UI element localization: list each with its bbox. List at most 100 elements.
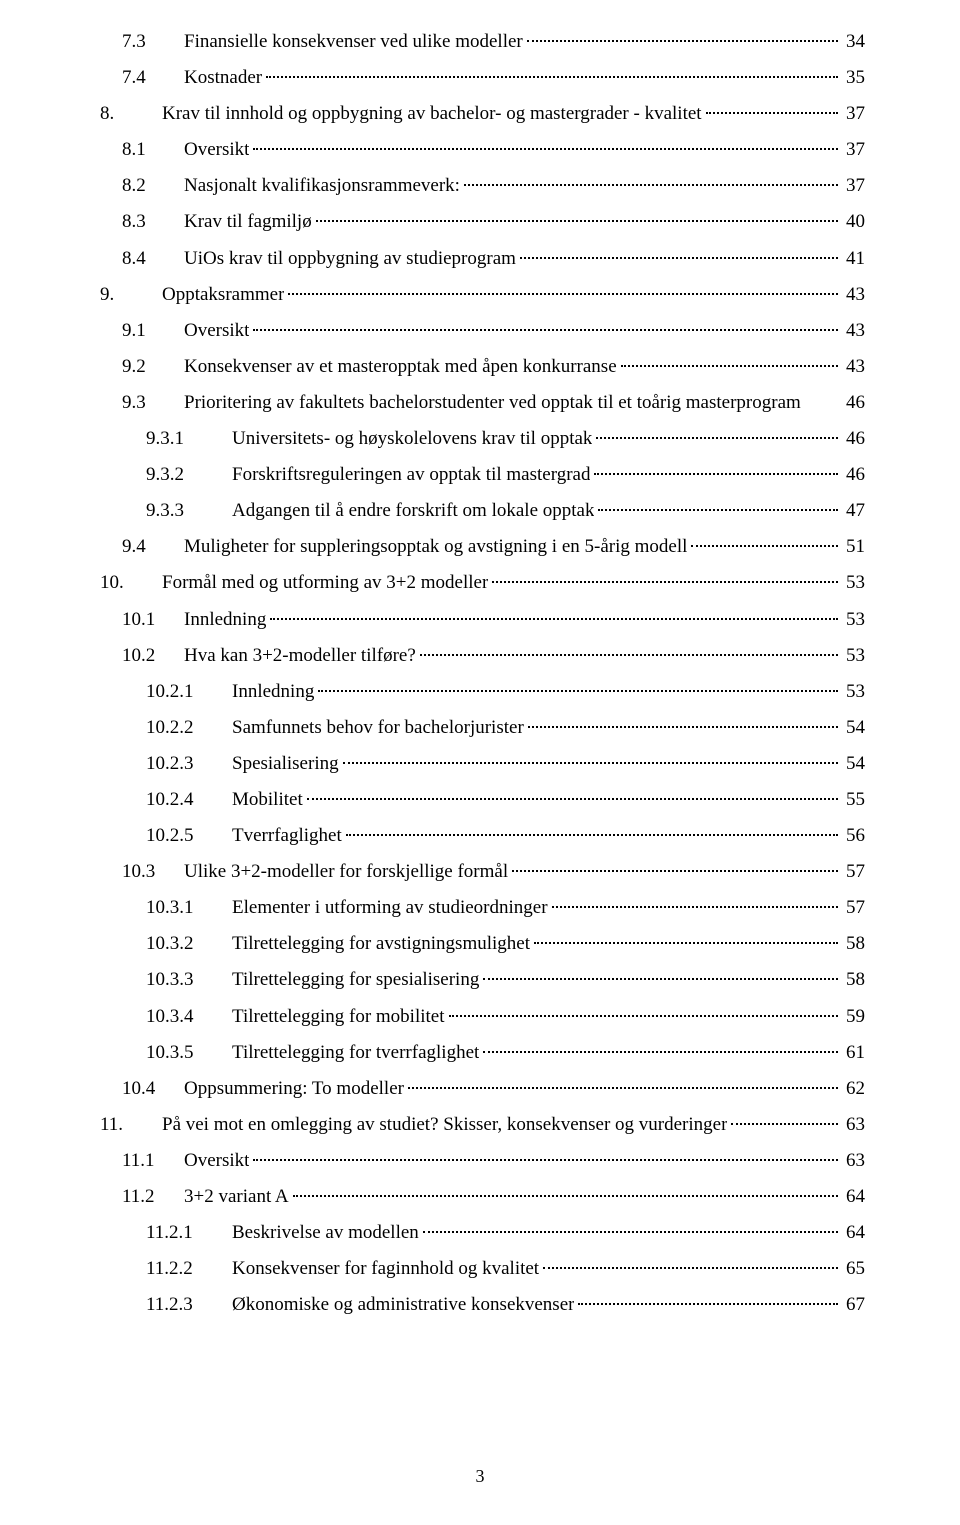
toc-entry-number: 10. [100, 565, 162, 601]
toc-entry-title: Ulike 3+2-modeller for forskjellige form… [184, 854, 508, 890]
toc-entry: 9.2Konsekvenser av et masteropptak med å… [100, 349, 865, 385]
toc-entry-number: 11.2.1 [146, 1215, 232, 1251]
toc-entry-title: Spesialisering [232, 746, 339, 782]
toc-entry-page: 61 [842, 1035, 865, 1071]
toc-entry-number: 11.2 [122, 1179, 184, 1215]
toc-entry-number: 9.3 [122, 385, 184, 421]
toc-entry-number: 11. [100, 1107, 162, 1143]
toc-entry-number: 10.3.2 [146, 926, 232, 962]
toc-leader-dots [578, 1303, 838, 1305]
toc-entry-number: 8.2 [122, 168, 184, 204]
toc-entry-page: 35 [842, 60, 865, 96]
toc-entry-title: Muligheter for suppleringsopptak og avst… [184, 529, 687, 565]
toc-entry-page: 46 [842, 421, 865, 457]
toc-entry-page: 53 [842, 565, 865, 601]
toc-leader-dots [408, 1087, 838, 1089]
toc-entry-page: 54 [842, 710, 865, 746]
toc-entry-page: 57 [842, 854, 865, 890]
toc-entry-title: Krav til innhold og oppbygning av bachel… [162, 96, 702, 132]
toc-entry-number: 9.3.2 [146, 457, 232, 493]
toc-leader-dots [293, 1195, 838, 1197]
toc-entry: 9.3.3Adgangen til å endre forskrift om l… [100, 493, 865, 529]
toc-entry: 11.På vei mot en omlegging av studiet? S… [100, 1107, 865, 1143]
toc-entry: 10.1Innledning53 [100, 602, 865, 638]
toc-entry-page: 46 [842, 457, 865, 493]
toc-entry-number: 10.3.1 [146, 890, 232, 926]
toc-entry-number: 9.2 [122, 349, 184, 385]
toc-entry-page: 55 [842, 782, 865, 818]
toc-leader-dots [691, 545, 838, 547]
toc-leader-dots [594, 473, 838, 475]
toc-leader-dots [534, 942, 838, 944]
toc-leader-dots [483, 1051, 838, 1053]
toc-entry-title: Krav til fagmiljø [184, 204, 312, 240]
toc-leader-dots [449, 1015, 839, 1017]
toc-entry-number: 9. [100, 277, 162, 313]
toc-entry: 10.3Ulike 3+2-modeller for forskjellige … [100, 854, 865, 890]
toc-entry-number: 10.3.4 [146, 999, 232, 1035]
toc-leader-dots [270, 618, 838, 620]
toc-entry-page: 43 [842, 277, 865, 313]
toc-leader-dots [318, 690, 838, 692]
toc-entry-page: 58 [842, 962, 865, 998]
toc-entry: 10.2.1Innledning53 [100, 674, 865, 710]
toc-entry-number: 8. [100, 96, 162, 132]
toc-leader-dots [527, 40, 838, 42]
toc-entry: 8.3Krav til fagmiljø40 [100, 204, 865, 240]
toc-entry-number: 11.2.3 [146, 1287, 232, 1323]
toc-entry-page: 62 [842, 1071, 865, 1107]
toc-entry-number: 7.3 [122, 24, 184, 60]
toc-entry-title: Oppsummering: To modeller [184, 1071, 404, 1107]
toc-entry-title: Forskriftsreguleringen av opptak til mas… [232, 457, 590, 493]
toc-entry: 10.2Hva kan 3+2-modeller tilføre?53 [100, 638, 865, 674]
toc-entry-page: 63 [842, 1143, 865, 1179]
toc-entry-number: 9.4 [122, 529, 184, 565]
toc-entry-number: 10.1 [122, 602, 184, 638]
toc-entry-title: Mobilitet [232, 782, 303, 818]
toc-entry-title: På vei mot en omlegging av studiet? Skis… [162, 1107, 727, 1143]
toc-entry-number: 11.2.2 [146, 1251, 232, 1287]
toc-entry-number: 10.3.5 [146, 1035, 232, 1071]
toc-entry: 7.3Finansielle konsekvenser ved ulike mo… [100, 24, 865, 60]
toc-entry-number: 8.1 [122, 132, 184, 168]
toc-leader-dots [621, 365, 838, 367]
toc-leader-dots [520, 257, 838, 259]
toc-leader-dots [528, 726, 838, 728]
toc-entry: 11.23+2 variant A64 [100, 1179, 865, 1215]
toc-entry-number: 10.3.3 [146, 962, 232, 998]
toc-entry-title: Opptaksrammer [162, 277, 284, 313]
toc-entry: 11.2.3Økonomiske og administrative konse… [100, 1287, 865, 1323]
toc-entry-title: Formål med og utforming av 3+2 modeller [162, 565, 488, 601]
toc-leader-dots [253, 148, 838, 150]
toc-entry-page: 53 [842, 674, 865, 710]
page-number: 3 [0, 1459, 960, 1493]
toc-leader-dots [288, 293, 838, 295]
toc-entry-number: 10.4 [122, 1071, 184, 1107]
toc-entry-title: Oversikt [184, 1143, 249, 1179]
toc-entry-page: 46 [842, 385, 865, 421]
toc-entry-page: 58 [842, 926, 865, 962]
toc-entry-page: 53 [842, 638, 865, 674]
toc-entry: 10.2.2Samfunnets behov for bachelorjuris… [100, 710, 865, 746]
toc-entry: 9.3.1Universitets- og høyskolelovens kra… [100, 421, 865, 457]
toc-entry-page: 64 [842, 1215, 865, 1251]
toc-entry-number: 10.2.5 [146, 818, 232, 854]
toc-entry-page: 37 [842, 168, 865, 204]
toc-entry-page: 47 [842, 493, 865, 529]
toc-entry-title: Innledning [232, 674, 314, 710]
toc-entry: 10.3.1Elementer i utforming av studieord… [100, 890, 865, 926]
toc-entry-title: Samfunnets behov for bachelorjurister [232, 710, 524, 746]
toc-entry: 10.4Oppsummering: To modeller 62 [100, 1071, 865, 1107]
toc-entry-number: 10.2.4 [146, 782, 232, 818]
toc-leader-dots [346, 834, 838, 836]
toc-entry-title: Økonomiske og administrative konsekvense… [232, 1287, 574, 1323]
toc-entry-title: UiOs krav til oppbygning av studieprogra… [184, 241, 516, 277]
toc-entry-number: 9.3.3 [146, 493, 232, 529]
toc-entry-number: 10.3 [122, 854, 184, 890]
toc-entry-title: Elementer i utforming av studieordninger [232, 890, 548, 926]
toc-entry-page: 51 [842, 529, 865, 565]
toc-entry: 10.2.4Mobilitet 55 [100, 782, 865, 818]
toc-entry-page: 37 [842, 132, 865, 168]
toc-entry: 9.3.2Forskriftsreguleringen av opptak ti… [100, 457, 865, 493]
toc-entry-page: 57 [842, 890, 865, 926]
